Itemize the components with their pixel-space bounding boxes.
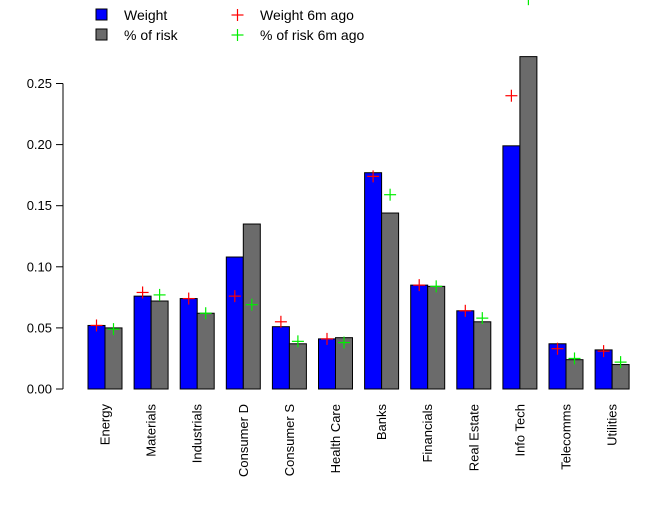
bar-risk [519,56,538,390]
bar-weight [133,295,152,390]
bar-weight [410,284,429,390]
legend-item: % of risk [95,27,179,43]
point-weight-6m-ago [90,319,103,332]
bar-weight [502,145,521,390]
bar-weight [225,256,244,390]
legend-item: % of risk 6m ago [231,27,364,43]
point-weight-6m-ago [321,332,333,345]
point-weight-6m-ago [505,89,518,102]
x-category-label: Real Estate [466,404,481,471]
bar-risk [196,312,215,390]
point-risk-6m-ago [430,280,443,293]
x-category-label: Financials [420,404,435,463]
x-category-label: Materials [144,404,159,457]
bar-risk [473,321,492,390]
point-weight-6m-ago [597,345,610,358]
x-category-label: Consumer D [236,404,251,477]
point-risk-6m-ago [291,335,304,348]
bar-risk [427,285,446,390]
legend-item: Weight [95,7,167,23]
y-tick-label: 0.20 [27,137,52,152]
y-tick-label: 0.00 [27,382,52,397]
point-risk-6m-ago [338,336,350,349]
bar-weight [179,298,198,390]
bar-risk [611,364,630,390]
legend-item: Weight 6m ago [231,7,354,23]
point-risk-6m-ago [107,323,120,336]
bar-risk [150,300,169,390]
points [90,0,627,369]
y-tick-label: 0.10 [27,259,52,274]
legend-label: Weight 6m ago [260,7,354,23]
x-category-label: Energy [98,404,113,446]
point-risk-6m-ago [614,356,627,369]
point-weight-6m-ago [228,290,241,303]
point-weight-6m-ago [274,315,287,328]
y-axis: 0.00 0.05 0.10 0.15 0.20 0.25 [27,76,64,397]
point-weight-6m-ago [136,286,149,299]
bar-weight [456,310,475,390]
point-risk-6m-ago [153,288,166,301]
point-weight-6m-ago [413,279,426,292]
bar-weight [364,172,383,390]
legend: Weight % of risk Weight 6m ago % of risk 6m… [95,7,364,43]
bar-risk [288,343,307,390]
x-category-label: Industrials [190,404,205,464]
point-risk-6m-ago [568,352,581,365]
point-weight-6m-ago [459,304,472,317]
point-risk-6m-ago [476,312,489,325]
x-category-label: Utilities [605,404,620,446]
x-category-label: Banks [374,404,389,441]
bar-risk [381,212,400,390]
legend-label: % of risk 6m ago [260,27,364,43]
point-weight-6m-ago [551,342,564,355]
legend-label: Weight [124,7,167,23]
bars [87,56,630,390]
point-risk-6m-ago [199,307,212,320]
point-risk-6m-ago [384,188,397,201]
point-risk-6m-ago [527,0,530,6]
x-category-label: Consumer S [282,404,297,477]
point-risk-6m-ago [245,298,258,311]
x-axis: Energy Materials Industrials Consumer D Cons… [98,404,620,477]
legend-label: % of risk [124,27,179,43]
point-weight-6m-ago [367,170,380,183]
bar-weight [87,324,106,390]
x-category-label: Telecomms [559,404,574,470]
bar-risk [104,327,123,390]
bar-weight [318,338,336,390]
legend-swatch [95,28,108,41]
x-category-label: Health Care [328,404,343,473]
x-category-label: Info Tech [512,404,527,457]
point-weight-6m-ago [182,292,195,305]
y-tick-label: 0.25 [27,76,52,91]
y-tick-label: 0.05 [27,320,52,335]
bar-weight [271,326,290,390]
y-tick-label: 0.15 [27,198,52,213]
legend-swatch [95,8,108,21]
